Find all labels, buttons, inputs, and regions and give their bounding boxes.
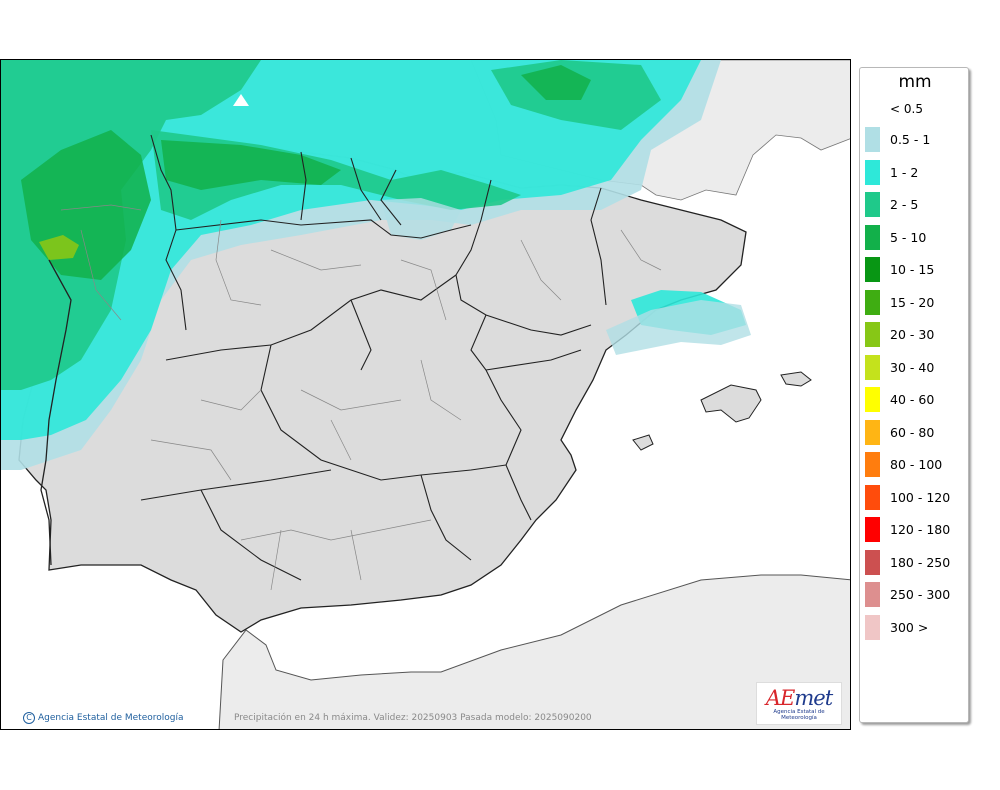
mallorca-island xyxy=(700,384,762,423)
legend-swatch xyxy=(865,387,880,412)
legend-unit: mm xyxy=(898,72,932,92)
legend-label: 2 - 5 xyxy=(890,197,919,212)
legend-swatch xyxy=(865,127,880,152)
legend-item: 120 - 180 xyxy=(865,517,950,542)
agency-credit[interactable]: C Agencia Estatal de Meteorología xyxy=(23,712,184,724)
legend-swatch xyxy=(865,192,880,217)
legend-label: 80 - 100 xyxy=(890,457,943,472)
precipitation-legend: mm < 0.5 0.5 - 1 1 - 2 2 - 5 5 - 10 10 - 15 1… xyxy=(859,67,969,723)
map-caption: Precipitación en 24 h máxima. Validez: 2… xyxy=(234,713,592,723)
legend-item: 15 - 20 xyxy=(865,289,935,315)
africa-land xyxy=(218,574,850,729)
legend-label: 250 - 300 xyxy=(890,587,951,602)
legend-label: 5 - 10 xyxy=(890,229,927,245)
legend-swatch xyxy=(865,517,880,542)
legend-label: 60 - 80 xyxy=(890,424,935,440)
legend-label: 100 - 120 xyxy=(890,489,951,505)
precipitation-overlay xyxy=(1,60,751,470)
legend-item: 250 - 300 xyxy=(865,582,950,607)
legend-item: 40 - 60 xyxy=(865,387,934,412)
legend-item: 30 - 40 xyxy=(865,354,935,380)
legend-label: 180 - 250 xyxy=(890,554,951,570)
legend-item: 5 - 10 xyxy=(865,224,927,250)
legend-label: 20 - 30 xyxy=(890,327,935,342)
legend-item: 180 - 250 xyxy=(865,549,951,575)
legend-item: 10 - 15 xyxy=(865,257,934,282)
menorca-island xyxy=(780,371,812,387)
legend-swatch xyxy=(865,549,880,575)
aemet-logo: AEmet Agencia Estatal de Meteorología xyxy=(756,682,842,725)
legend-item: 300 > xyxy=(865,614,929,640)
legend-swatch xyxy=(865,582,880,607)
legend-label: 120 - 180 xyxy=(890,522,951,537)
province-boundaries xyxy=(60,204,662,591)
legend-label: 1 - 2 xyxy=(890,164,919,180)
legend-item: 0.5 - 1 xyxy=(865,127,930,152)
legend-label: 30 - 40 xyxy=(890,359,935,375)
legend-label: 300 > xyxy=(890,619,929,635)
legend-swatch xyxy=(865,452,880,477)
legend-swatch xyxy=(865,159,880,185)
legend-item: 1 - 2 xyxy=(865,159,919,185)
logo-wordmark: AEmet xyxy=(765,686,833,710)
credit-text: Agencia Estatal de Meteorología xyxy=(38,713,184,723)
legend-item: 2 - 5 xyxy=(865,192,918,217)
legend-swatch xyxy=(865,484,880,510)
precipitation-map: C Agencia Estatal de Meteorología Precip… xyxy=(0,59,851,730)
legend-item: 20 - 30 xyxy=(865,322,934,347)
legend-item: 80 - 100 xyxy=(865,452,942,477)
legend-under-threshold: < 0.5 xyxy=(890,102,923,116)
legend-label: 10 - 15 xyxy=(890,262,935,277)
legend-swatch xyxy=(865,257,880,282)
portugal-border xyxy=(40,259,72,566)
legend-item: 60 - 80 xyxy=(865,419,935,445)
legend-label: 40 - 60 xyxy=(890,392,935,407)
legend-label: 15 - 20 xyxy=(890,294,935,310)
ibiza-island xyxy=(632,434,654,451)
legend-swatch xyxy=(865,419,880,445)
legend-swatch xyxy=(865,322,880,347)
logo-subtitle: Agencia Estatal de Meteorología xyxy=(773,709,825,721)
legend-swatch xyxy=(865,224,880,250)
legend-swatch xyxy=(865,614,880,640)
map-canvas xyxy=(1,60,850,729)
legend-item: 100 - 120 xyxy=(865,484,951,510)
legend-swatch xyxy=(865,354,880,380)
legend-swatch xyxy=(865,289,880,315)
copyright-icon: C xyxy=(23,712,35,724)
legend-label: 0.5 - 1 xyxy=(890,132,931,147)
region-boundaries xyxy=(140,134,607,581)
